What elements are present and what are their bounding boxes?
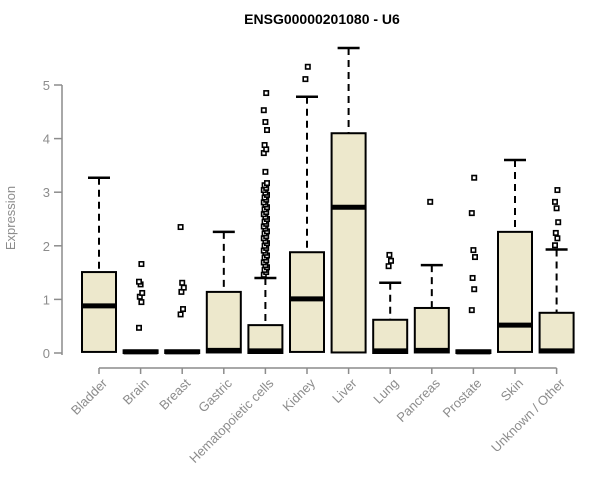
outlier-point-hematopoietic-cells (262, 168, 269, 175)
outlier-point-breast (180, 284, 187, 291)
outlier-point-prostate (468, 210, 475, 217)
outlier-point-unknown-other (552, 229, 559, 236)
outlier-point-unknown-other (555, 219, 562, 226)
x-axis-label-gastric: Gastric (195, 375, 235, 415)
y-tick-label-4: 4 (43, 132, 50, 147)
outlier-point-lung (385, 263, 392, 270)
outlier-point-hematopoietic-cells (262, 118, 269, 125)
outlier-point-unknown-other (554, 187, 561, 194)
x-axis-label-skin: Skin (498, 376, 526, 404)
outlier-point-brain (138, 299, 145, 306)
box-liver (330, 132, 367, 354)
outlier-point-brain (136, 278, 143, 285)
outlier-point-unknown-other (551, 242, 558, 249)
outlier-point-prostate (471, 286, 478, 293)
y-tick-label-0: 0 (43, 346, 50, 361)
box-skin (497, 230, 533, 353)
outlier-point-breast (177, 224, 184, 231)
x-axis-label-prostate: Prostate (440, 376, 485, 421)
outlier-point-prostate (470, 247, 477, 254)
y-tick-label-3: 3 (43, 185, 50, 200)
outlier-point-unknown-other (551, 198, 558, 205)
outlier-point-kidney (302, 76, 309, 83)
outlier-point-pancreas (427, 198, 434, 205)
outlier-point-lung (386, 251, 393, 258)
box-unknown-other (538, 311, 575, 354)
outlier-point-prostate (471, 254, 478, 261)
outlier-point-hematopoietic-cells (263, 127, 270, 134)
y-tick-label-5: 5 (43, 78, 50, 93)
outlier-point-lung (387, 257, 394, 264)
y-tick-label-1: 1 (43, 292, 50, 307)
chart-title: ENSG00000201080 - U6 (244, 11, 400, 27)
y-axis-title: Expression (3, 186, 18, 250)
x-axis-label-lung: Lung (370, 376, 401, 407)
outlier-point-breast (177, 311, 184, 318)
box-pancreas (413, 306, 450, 354)
outlier-point-kidney (304, 63, 311, 70)
outlier-point-unknown-other (554, 235, 561, 242)
outlier-point-prostate (469, 274, 476, 281)
outlier-point-brain (138, 261, 145, 268)
outlier-point-hematopoietic-cells (260, 107, 267, 114)
box-bladder (81, 271, 117, 353)
outlier-point-hematopoietic-cells (261, 142, 268, 149)
y-tick-label-2: 2 (43, 239, 50, 254)
outlier-point-prostate (471, 174, 478, 181)
outlier-point-unknown-other (553, 205, 560, 212)
outlier-point-brain (139, 289, 146, 296)
x-axis-label-liver: Liver (329, 375, 360, 406)
x-axis-label-bladder: Bladder (68, 375, 111, 418)
box-gastric (205, 290, 242, 354)
outlier-point-breast (180, 306, 187, 313)
x-axis-label-unknown-other: Unknown / Other (488, 375, 568, 455)
outlier-point-brain (136, 324, 143, 331)
outlier-point-hematopoietic-cells (263, 180, 270, 187)
outlier-point-prostate (468, 307, 475, 314)
x-axis-label-breast: Breast (156, 375, 193, 412)
outlier-point-hematopoietic-cells (263, 90, 270, 97)
x-axis-label-pancreas: Pancreas (393, 375, 443, 425)
x-axis-label-kidney: Kidney (279, 375, 318, 414)
box-lung (372, 318, 409, 355)
box-kidney (289, 251, 325, 353)
outlier-point-breast (179, 279, 186, 286)
x-axis-label-brain: Brain (120, 376, 152, 408)
